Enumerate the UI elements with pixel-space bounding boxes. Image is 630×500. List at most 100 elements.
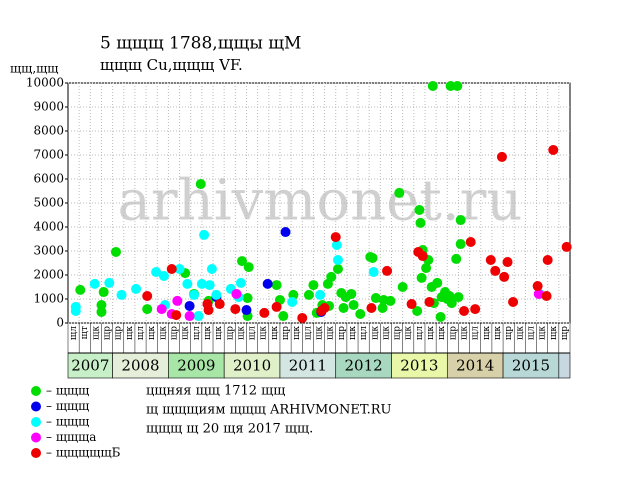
column-label: щк	[460, 326, 470, 340]
column-label: щк	[158, 326, 168, 340]
y-tick-label: 5000	[33, 196, 64, 210]
data-point	[397, 282, 408, 292]
data-point	[442, 294, 453, 304]
data-point	[174, 264, 185, 274]
y-tick-label: 6000	[33, 172, 64, 186]
data-point	[412, 306, 423, 316]
data-point	[455, 239, 466, 250]
column-label: щр	[169, 326, 179, 340]
column-label: щк	[125, 326, 135, 340]
data-point	[156, 304, 167, 315]
column-label: щк	[203, 326, 213, 340]
data-point	[96, 306, 107, 317]
column-label: щл	[136, 326, 146, 340]
year-label: 2009	[177, 357, 215, 375]
year-label: 2014	[456, 357, 494, 375]
data-point	[485, 255, 496, 265]
data-point	[203, 305, 214, 316]
data-point	[490, 265, 501, 276]
y-tick-label: 0	[56, 316, 64, 330]
column-label: щк	[348, 326, 358, 340]
data-point	[367, 252, 378, 263]
data-point	[561, 241, 572, 252]
y-tick-label: 3000	[33, 244, 64, 258]
legend-marker	[31, 432, 41, 443]
data-point	[508, 297, 519, 307]
year-band	[558, 352, 571, 379]
data-point	[533, 288, 544, 299]
column-label: щк	[147, 326, 157, 340]
y-axis-label: щщ,щщ	[10, 62, 58, 76]
data-point	[548, 144, 559, 155]
data-point	[308, 280, 319, 291]
year-label: 2010	[233, 357, 271, 375]
data-point	[142, 291, 153, 301]
column-label: щк	[270, 326, 280, 340]
data-point	[451, 253, 462, 264]
legend-marker	[31, 386, 41, 396]
data-point	[453, 292, 464, 303]
column-label: щк	[292, 326, 302, 340]
data-point	[435, 312, 446, 322]
column-label: щк	[549, 326, 559, 340]
y-tick-label: 2000	[33, 268, 64, 282]
data-point	[158, 270, 169, 281]
legend-label: – щщщ	[46, 415, 89, 429]
data-point	[231, 288, 242, 299]
year-band	[502, 352, 560, 379]
legend-label: – щщщщщБ	[46, 446, 121, 460]
data-point	[193, 311, 204, 322]
data-point	[459, 306, 470, 316]
column-label: щр	[393, 326, 403, 340]
year-label: 2013	[400, 357, 438, 375]
column-label: щк	[315, 326, 325, 340]
data-point	[204, 280, 215, 291]
year-band	[279, 352, 337, 379]
data-point	[542, 255, 553, 265]
year-label: 2015	[512, 357, 550, 375]
legend-label: – щщща	[46, 430, 96, 444]
column-label: щл	[359, 326, 369, 340]
column-label: щр	[337, 326, 347, 340]
year-label: 2007	[71, 357, 109, 375]
column-label: щр	[560, 326, 570, 340]
data-point	[424, 297, 435, 307]
column-label: щр	[448, 326, 458, 340]
data-point	[417, 251, 428, 262]
column-label: щк	[259, 326, 269, 340]
data-point	[89, 278, 100, 289]
data-point	[496, 151, 507, 162]
column-label: щл	[303, 326, 313, 340]
data-point	[206, 264, 217, 274]
data-point	[259, 307, 270, 318]
year-label: 2008	[121, 357, 159, 375]
y-tick-label: 4000	[33, 220, 64, 234]
legend-label: – щщщ	[46, 399, 89, 413]
data-point	[338, 303, 349, 313]
column-label: щк	[437, 326, 447, 340]
data-point	[452, 81, 463, 91]
data-point	[235, 277, 246, 288]
column-label: щк	[91, 326, 101, 340]
column-label: щл	[248, 326, 258, 340]
data-point	[230, 304, 241, 315]
data-point	[116, 289, 127, 300]
column-label: щр	[103, 326, 113, 340]
data-point	[184, 300, 195, 311]
data-point	[330, 232, 341, 243]
column-label: щк	[426, 326, 436, 340]
y-tick-label: 8000	[33, 124, 64, 138]
data-point	[499, 271, 510, 282]
data-point	[237, 256, 248, 267]
data-point	[394, 187, 405, 198]
data-point	[243, 262, 254, 273]
data-point	[470, 304, 481, 315]
column-label: щр	[114, 326, 124, 340]
column-label: щр	[504, 326, 514, 340]
data-point	[182, 278, 193, 289]
year-label: 2012	[345, 357, 383, 375]
data-point	[271, 301, 282, 312]
y-tick-label: 1000	[33, 292, 64, 306]
data-point	[355, 309, 366, 319]
